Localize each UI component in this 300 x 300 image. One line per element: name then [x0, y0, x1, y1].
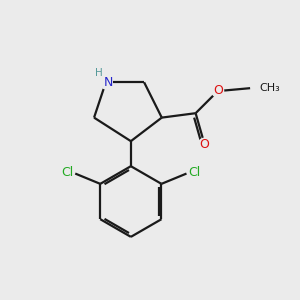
Circle shape [99, 76, 112, 89]
Text: O: O [200, 138, 209, 151]
Circle shape [199, 138, 210, 150]
Text: H: H [95, 68, 103, 78]
Circle shape [212, 85, 224, 97]
Text: N: N [103, 76, 113, 89]
Text: Cl: Cl [188, 166, 200, 178]
Text: Cl: Cl [61, 166, 74, 178]
Text: O: O [213, 84, 223, 97]
Text: CH₃: CH₃ [259, 83, 280, 93]
